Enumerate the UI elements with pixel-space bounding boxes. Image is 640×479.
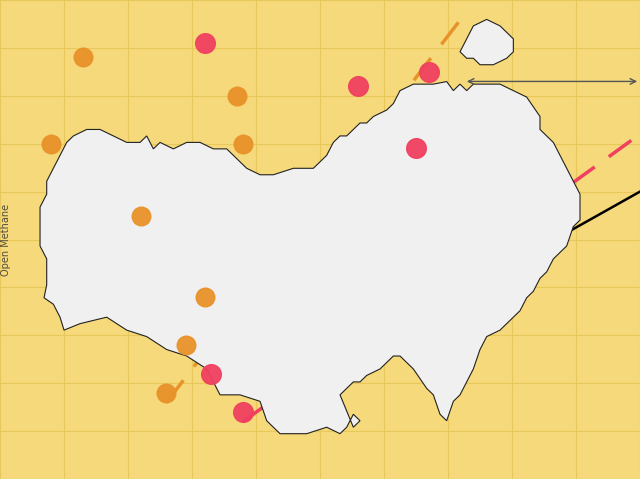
- Point: [238, 408, 248, 416]
- Point: [424, 68, 434, 76]
- Polygon shape: [40, 81, 580, 433]
- Point: [200, 39, 210, 47]
- Point: [136, 212, 146, 219]
- Text: Open Methane: Open Methane: [1, 204, 12, 275]
- Point: [78, 54, 88, 61]
- Polygon shape: [460, 20, 513, 65]
- Point: [353, 82, 364, 90]
- Point: [46, 140, 56, 148]
- Point: [238, 140, 248, 148]
- Point: [411, 145, 421, 152]
- Point: [232, 92, 242, 100]
- Point: [161, 389, 172, 397]
- Point: [180, 341, 191, 349]
- Point: [200, 293, 210, 301]
- Point: [206, 370, 216, 377]
